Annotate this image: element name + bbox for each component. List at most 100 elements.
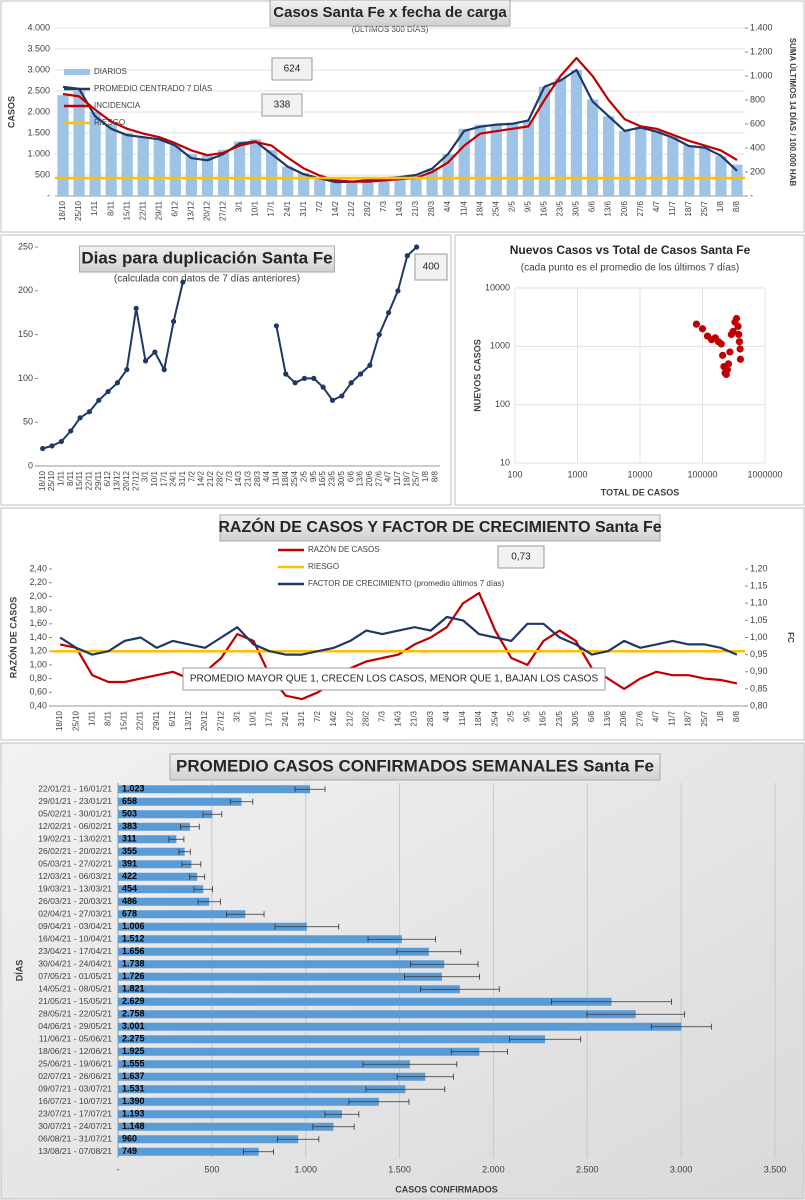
x-tick-label: 13/6 (356, 470, 365, 486)
y-tick-label: 12/03/21 - 06/03/21 (38, 871, 112, 881)
line-series (59, 615, 738, 656)
x-tick-label: 18/7 (684, 710, 693, 726)
marker (133, 305, 139, 311)
marker (301, 375, 308, 381)
panel (0, 0, 805, 233)
x-tick-label: 11/7 (393, 470, 402, 486)
bar (699, 147, 711, 196)
chart-title: Dias para duplicación Santa Fe (81, 248, 332, 267)
x-tick-label: 1000000 (747, 469, 782, 479)
panel (0, 234, 452, 506)
x-tick-label: 4/4 (443, 200, 452, 212)
y-tick-label: 22/01/21 - 16/01/21 (38, 784, 112, 794)
x-tick-label: 31/1 (297, 710, 306, 726)
bar (118, 872, 198, 881)
y-tick-label: 400 (750, 142, 765, 152)
value-label: 749 (122, 1146, 137, 1156)
x-tick-label: 17/1 (267, 200, 276, 216)
y-axis-label: DÍAS (14, 960, 24, 982)
annotation: 338 (274, 100, 291, 111)
x-tick-label: 30/5 (571, 710, 580, 726)
bar (73, 91, 85, 196)
x-tick-label: 27/12 (216, 710, 225, 731)
bar (266, 149, 278, 196)
bar (118, 960, 445, 969)
x-tick-label: 24/1 (281, 710, 290, 726)
bar (474, 124, 486, 196)
y-tick-label: 1,20 (750, 563, 768, 573)
x-tick-label: 1/11 (90, 200, 99, 216)
x-tick-label: 2/5 (507, 200, 516, 212)
marker (376, 332, 382, 338)
bar (201, 154, 214, 196)
point (732, 314, 741, 323)
title-box (269, 0, 511, 27)
annotation-box (271, 57, 313, 81)
value-label: 2.275 (122, 1034, 145, 1044)
x-tick-label: 25/4 (290, 470, 299, 486)
x-tick-label: 25/10 (74, 200, 83, 221)
value-label: 1.925 (122, 1046, 145, 1056)
y-tick-label: 28/05/21 - 22/05/21 (38, 1009, 112, 1019)
x-tick-label: 14/2 (197, 470, 206, 486)
x-tick-label: 15/11 (120, 710, 129, 730)
bar (635, 126, 647, 196)
legend-label: DIARIOS (94, 67, 127, 76)
bar (118, 1110, 342, 1119)
x-tick-label: 24/1 (169, 470, 178, 486)
x-tick-label: 7/2 (313, 710, 322, 722)
x-tick-label: 3/1 (235, 200, 244, 212)
bar (298, 172, 310, 196)
bar (118, 922, 307, 931)
bar (731, 164, 743, 196)
marker (367, 362, 373, 368)
bar (249, 139, 262, 196)
x-tick-label: 18/4 (281, 470, 290, 486)
y-tick-label: 0,80 (29, 673, 47, 683)
x-tick-label: 4/7 (652, 200, 661, 212)
y-tick-label: 19/03/21 - 13/03/21 (38, 884, 112, 894)
x-tick-label: 1/8 (421, 470, 430, 482)
marker (96, 397, 102, 403)
y-tick-label: 1,05 (750, 615, 768, 625)
bar (330, 181, 342, 196)
bar (118, 835, 177, 844)
x-tick-label: 14/3 (395, 200, 404, 216)
y-tick-label: 21/05/21 - 15/05/21 (38, 996, 112, 1006)
annotation: 624 (284, 64, 301, 75)
y-tick-label: 250 (18, 241, 33, 251)
x-tick-label: 20/6 (365, 470, 374, 486)
x-tick-label: 6/6 (588, 200, 597, 212)
legend-swatch (64, 69, 90, 75)
x-tick-label: 24/1 (283, 200, 292, 216)
bar (715, 156, 727, 196)
y-tick-label: 1000 (490, 341, 510, 351)
marker (311, 375, 317, 381)
x-tick-label: 16/5 (540, 200, 549, 216)
x-tick-label: 4/4 (262, 470, 271, 482)
annotation: 0,73 (511, 552, 531, 563)
bar (378, 177, 390, 196)
bar (602, 116, 615, 196)
x-tick-label: 25/7 (700, 200, 709, 216)
line-series (42, 246, 418, 450)
annotation-box (497, 545, 545, 569)
bar (118, 885, 204, 894)
value-label: 391 (122, 859, 137, 869)
value-label: 1.555 (122, 1059, 145, 1069)
value-label: 1.023 (122, 784, 145, 794)
y-tick-label: 2.500 (27, 85, 50, 95)
y-tick-label: 100 (495, 399, 510, 409)
point (734, 322, 742, 330)
value-label: 1.656 (122, 946, 145, 956)
chart-title: RAZÓN DE CASOS Y FACTOR DE CRECIMIENTO S… (218, 517, 661, 536)
y-tick-label: 0,95 (750, 649, 768, 659)
y-tick-label: 1.000 (27, 148, 50, 158)
y-tick-label: 09/04/21 - 03/04/21 (38, 921, 112, 931)
bar (118, 1010, 636, 1019)
y-tick-label: 1,00 (750, 632, 768, 642)
x-tick-label: 18/10 (38, 470, 47, 491)
value-label: 311 (122, 834, 137, 844)
marker (329, 397, 336, 403)
x-tick-label: 3/1 (141, 470, 150, 482)
